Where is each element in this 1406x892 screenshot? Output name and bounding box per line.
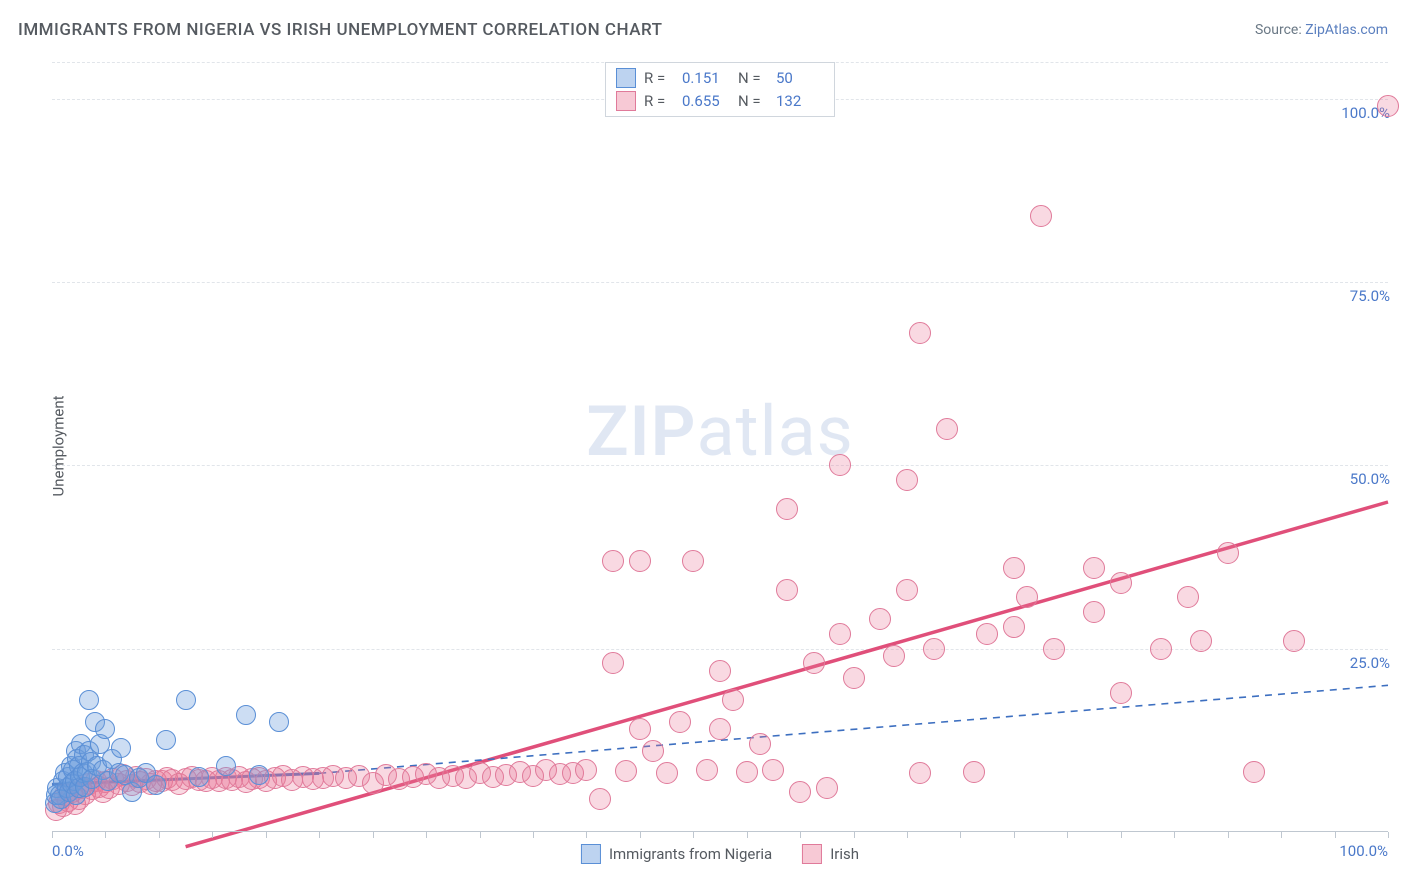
- irish-point: [963, 761, 985, 783]
- legend-r-value-nigeria: 0.151: [682, 67, 730, 90]
- irish-point: [575, 759, 597, 781]
- legend-r-label: R =: [644, 90, 674, 113]
- irish-point: [1217, 542, 1239, 564]
- series-legend: Immigrants from Nigeria Irish: [581, 844, 859, 864]
- irish-point: [682, 550, 704, 572]
- irish-point: [829, 623, 851, 645]
- nigeria-point: [146, 775, 166, 795]
- nigeria-point: [176, 690, 196, 710]
- legend-item-nigeria: Immigrants from Nigeria: [581, 844, 772, 864]
- legend-n-value-irish: 132: [776, 90, 824, 113]
- irish-point: [1243, 761, 1265, 783]
- nigeria-point: [189, 767, 209, 787]
- legend-n-value-nigeria: 50: [776, 67, 824, 90]
- legend-swatch-irish: [616, 91, 636, 111]
- irish-point: [629, 550, 651, 572]
- irish-point: [909, 322, 931, 344]
- irish-point: [816, 777, 838, 799]
- irish-point: [896, 579, 918, 601]
- irish-point: [923, 638, 945, 660]
- legend-swatch-nigeria: [616, 68, 636, 88]
- irish-point: [1110, 682, 1132, 704]
- irish-point: [829, 454, 851, 476]
- legend-row-nigeria: R = 0.151 N = 50: [616, 67, 824, 90]
- irish-point: [803, 652, 825, 674]
- legend-row-irish: R = 0.655 N = 132: [616, 90, 824, 113]
- nigeria-point: [269, 712, 289, 732]
- legend-item-irish: Irish: [802, 844, 859, 864]
- irish-point: [1083, 557, 1105, 579]
- irish-point: [869, 608, 891, 630]
- irish-point: [909, 762, 931, 784]
- source-prefix: Source:: [1255, 22, 1305, 38]
- nigeria-point: [95, 719, 115, 739]
- irish-point: [1283, 630, 1305, 652]
- irish-point: [1003, 557, 1025, 579]
- legend-r-label: R =: [644, 67, 674, 90]
- x-tick-label: 0.0%: [52, 842, 84, 860]
- irish-point: [1190, 630, 1212, 652]
- irish-point: [843, 667, 865, 689]
- legend-swatch-nigeria: [581, 844, 601, 864]
- irish-point: [1110, 572, 1132, 594]
- irish-point: [1003, 616, 1025, 638]
- irish-point: [776, 498, 798, 520]
- chart-title: IMMIGRANTS FROM NIGERIA VS IRISH UNEMPLO…: [18, 20, 662, 40]
- irish-point: [1377, 95, 1399, 117]
- irish-point: [789, 781, 811, 803]
- irish-point: [722, 689, 744, 711]
- irish-point: [1083, 601, 1105, 623]
- irish-point: [1177, 586, 1199, 608]
- irish-point: [709, 660, 731, 682]
- irish-point: [696, 759, 718, 781]
- irish-point: [883, 645, 905, 667]
- irish-point: [602, 652, 624, 674]
- nigeria-point: [236, 705, 256, 725]
- legend-label-nigeria: Immigrants from Nigeria: [609, 845, 772, 863]
- irish-point: [602, 550, 624, 572]
- nigeria-point: [156, 730, 176, 750]
- x-axis: [52, 831, 1388, 832]
- irish-point: [976, 623, 998, 645]
- irish-point: [1030, 205, 1052, 227]
- irish-point: [669, 711, 691, 733]
- plot-area: ZIPatlas 25.0%50.0%75.0%100.0% 0.0%100.0…: [52, 62, 1388, 832]
- irish-point: [589, 788, 611, 810]
- irish-point: [776, 579, 798, 601]
- irish-point: [896, 469, 918, 491]
- legend-swatch-irish: [802, 844, 822, 864]
- source-attribution: Source: ZipAtlas.com: [1255, 22, 1388, 38]
- irish-point: [1016, 586, 1038, 608]
- source-link[interactable]: ZipAtlas.com: [1305, 22, 1388, 38]
- irish-point: [642, 740, 664, 762]
- irish-point: [615, 760, 637, 782]
- correlation-legend: R = 0.151 N = 50 R = 0.655 N = 132: [605, 62, 835, 117]
- irish-point: [936, 418, 958, 440]
- nigeria-point: [111, 738, 131, 758]
- irish-point: [1150, 638, 1172, 660]
- nigeria-point: [216, 756, 236, 776]
- legend-n-label: N =: [738, 90, 768, 113]
- nigeria-point: [79, 690, 99, 710]
- irish-point: [1043, 638, 1065, 660]
- legend-n-label: N =: [738, 67, 768, 90]
- irish-point: [736, 761, 758, 783]
- irish-point: [709, 718, 731, 740]
- legend-label-irish: Irish: [830, 845, 859, 863]
- irish-point: [762, 759, 784, 781]
- irish-point: [656, 762, 678, 784]
- legend-r-value-irish: 0.655: [682, 90, 730, 113]
- x-tick-label: 100.0%: [1339, 842, 1388, 860]
- irish-point: [629, 718, 651, 740]
- nigeria-point: [249, 765, 269, 785]
- irish-point: [749, 733, 771, 755]
